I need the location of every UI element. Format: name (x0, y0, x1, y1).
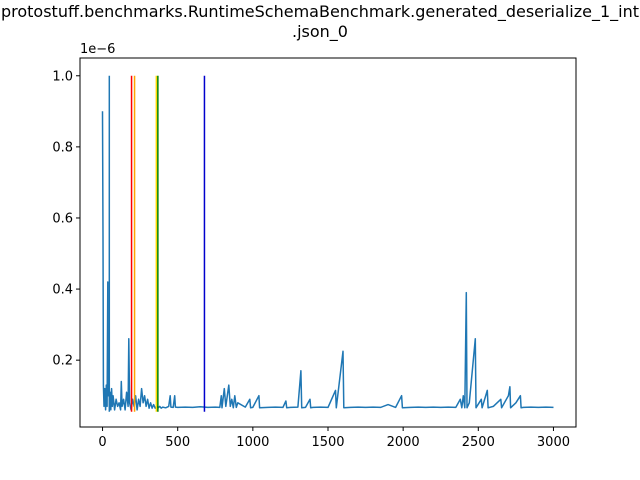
y-axis: 0.2 0.4 0.6 0.8 1.0 (52, 69, 80, 369)
x-tick-label: 3000 (537, 435, 570, 450)
x-tick-label: 1500 (311, 435, 344, 450)
y-tick-label: 0.4 (52, 283, 73, 298)
chart-title-line-1: protostuff.benchmarks.RuntimeSchemaBench… (0, 2, 640, 21)
x-tick-label: 500 (165, 435, 190, 450)
chart-title-line-2: .json_0 (292, 22, 348, 41)
x-tick-label: 2500 (462, 435, 495, 450)
y-tick-label: 1.0 (52, 69, 73, 84)
x-tick-label: 1000 (236, 435, 269, 450)
plot-area (101, 75, 554, 412)
axes-frame (79, 57, 577, 428)
x-axis: 0 500 1000 1500 2000 2500 3000 (98, 427, 570, 450)
y-offset-label: 1e−6 (80, 42, 115, 57)
x-tick-label: 2000 (387, 435, 420, 450)
y-tick-label: 0.8 (52, 140, 73, 155)
y-tick-label: 0.6 (52, 211, 73, 226)
series-line-0 (101, 111, 554, 411)
y-tick-label: 0.2 (52, 354, 73, 369)
x-tick-label: 0 (98, 435, 106, 450)
